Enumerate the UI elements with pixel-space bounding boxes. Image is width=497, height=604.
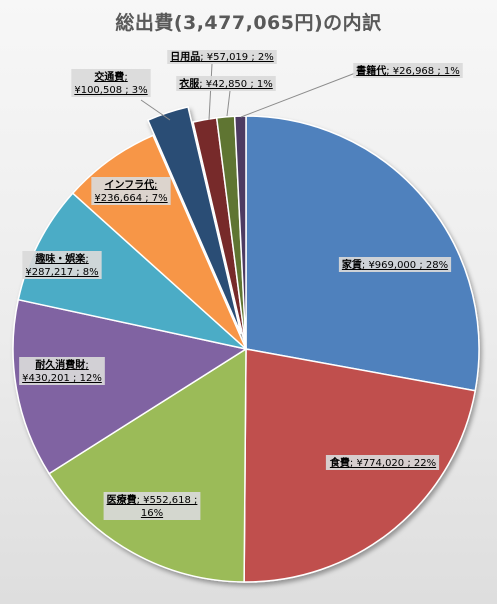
data-label: 日用品; ¥57,019 ; 2% <box>167 50 277 64</box>
data-label-background <box>22 251 102 279</box>
data-label-background <box>167 50 277 64</box>
data-label: 交通費; ¥100,508 ; 3% <box>71 69 151 97</box>
pie-slice <box>233 115 247 350</box>
value-percent: ; <box>85 254 88 265</box>
data-label: 衣服; ¥42,850 ; 1% <box>176 76 276 91</box>
category-name: 耐久消費財 <box>35 358 85 371</box>
data-label-background <box>103 492 201 520</box>
value-percent: ; <box>85 360 88 371</box>
pie-slice <box>17 192 249 351</box>
data-label-text: インフラ代; <box>104 178 157 191</box>
value-percent: ; ¥57,019 ; 2% <box>200 52 274 63</box>
data-label-background <box>91 177 171 205</box>
category-name: インフラ代 <box>104 178 154 191</box>
value-percent: ; ¥969,000 ; 28% <box>362 260 448 271</box>
data-label-text: 日用品; ¥57,019 ; 2% <box>170 51 274 63</box>
category-name: 趣味・娯楽 <box>34 252 86 265</box>
data-label-text: 家賃; ¥969,000 ; 28% <box>342 258 448 271</box>
category-name: 書籍代 <box>356 64 386 77</box>
data-label: 耐久消費財; ¥430,201 ; 12% <box>19 357 105 385</box>
value-percent: ; <box>154 180 157 191</box>
data-label-text: ¥287,217 ; 8% <box>25 267 98 278</box>
category-name: 医療費 <box>107 493 137 506</box>
data-label-text: 書籍代; ¥26,968 ; 1% <box>356 64 460 77</box>
leader-line <box>208 63 213 121</box>
data-label-text: 食費; ¥774,020 ; 22% <box>329 456 436 469</box>
category-name: 交通費 <box>94 70 124 83</box>
value-percent: ; ¥552,618 ; <box>137 495 198 506</box>
value-percent: ; <box>124 72 127 83</box>
data-label-text: 耐久消費財; <box>35 358 88 371</box>
data-label-text: ¥236,664 ; 7% <box>94 193 167 204</box>
data-label: インフラ代; ¥236,664 ; 7% <box>91 177 171 205</box>
data-label-text: 趣味・娯楽; <box>34 252 88 265</box>
data-label-background <box>353 63 463 78</box>
data-label-background <box>338 257 452 272</box>
data-label-background <box>176 76 276 91</box>
data-label: 医療費; ¥552,618 ; 16% <box>103 492 201 520</box>
leader-line <box>140 99 171 121</box>
leader-line <box>226 90 231 117</box>
data-label-background <box>19 357 105 385</box>
pie-slice <box>146 106 242 335</box>
data-label-text: 交通費; <box>94 70 127 83</box>
data-label-text: ¥100,508 ; 3% <box>74 85 147 96</box>
data-label-text: 16% <box>141 508 163 519</box>
data-label: 食費; ¥774,020 ; 22% <box>325 455 440 470</box>
data-label-background <box>71 69 151 97</box>
value-percent: ; ¥42,850 ; 1% <box>199 79 273 90</box>
chart-title: 総出費(3,477,065円)の内訳 <box>115 12 382 34</box>
leader-line <box>240 71 359 118</box>
pie-slice <box>12 298 248 475</box>
data-label-text: 医療費; ¥552,618 ; <box>107 493 198 506</box>
data-label: 趣味・娯楽; ¥287,217 ; 8% <box>22 251 102 279</box>
data-label: 書籍代; ¥26,968 ; 1% <box>353 63 463 78</box>
value-percent: ; ¥774,020 ; 22% <box>350 458 436 469</box>
data-label: 家賃; ¥969,000 ; 28% <box>338 257 452 272</box>
data-label-text: 衣服; ¥42,850 ; 1% <box>179 77 273 90</box>
data-label-text: ¥430,201 ; 12% <box>22 373 102 384</box>
pie-slice <box>245 115 480 392</box>
pie-slice <box>48 347 247 583</box>
category-name: 衣服 <box>179 77 200 90</box>
category-name: 日用品 <box>170 51 200 63</box>
value-percent: ; ¥26,968 ; 1% <box>386 66 460 77</box>
category-name: 食費 <box>329 456 350 469</box>
data-label-background <box>325 455 440 470</box>
category-name: 家賃 <box>342 258 362 271</box>
